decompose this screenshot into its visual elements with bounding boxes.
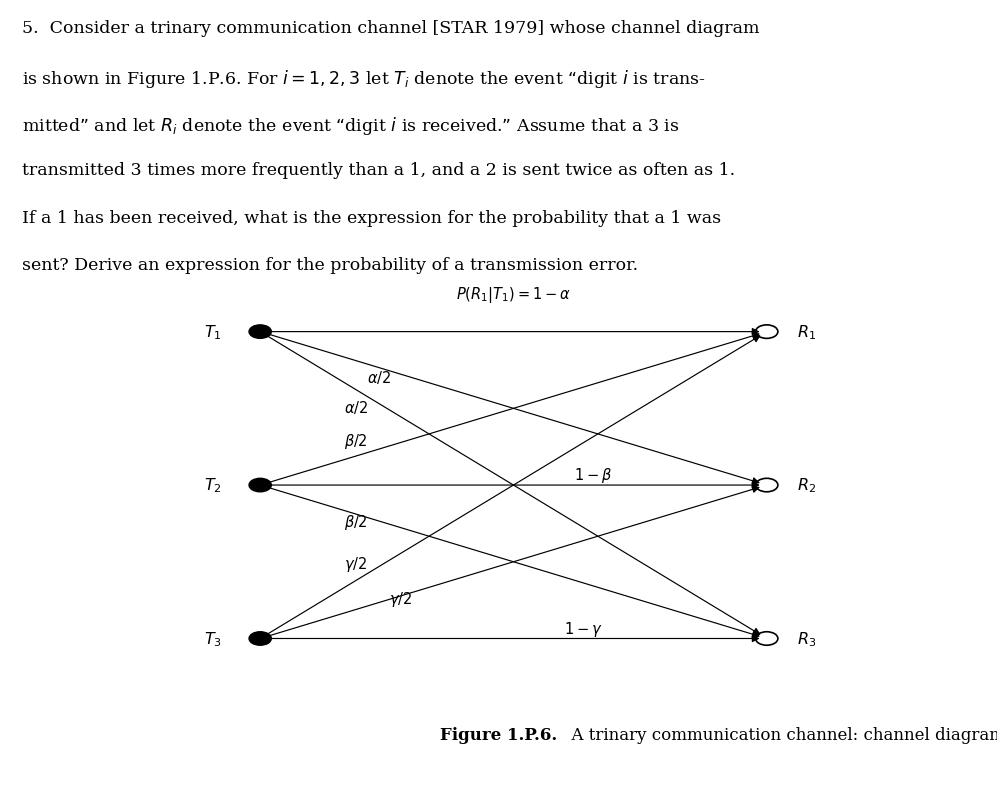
Text: $1-\gamma$: $1-\gamma$ (564, 619, 602, 638)
Text: $\beta/2$: $\beta/2$ (344, 431, 368, 450)
Text: 5.  Consider a trinary communication channel [STAR 1979] whose channel diagram: 5. Consider a trinary communication chan… (22, 20, 760, 37)
Text: $R_2$: $R_2$ (798, 476, 817, 495)
Circle shape (249, 632, 271, 646)
Text: $\alpha/2$: $\alpha/2$ (367, 368, 391, 385)
Text: is shown in Figure 1.P.6. For $i = 1, 2, 3$ let $T_i$ denote the event “digit $i: is shown in Figure 1.P.6. For $i = 1, 2,… (22, 67, 706, 89)
Text: $T_1$: $T_1$ (204, 323, 222, 341)
Text: $T_2$: $T_2$ (204, 476, 222, 495)
Text: $\gamma/2$: $\gamma/2$ (344, 554, 367, 573)
Text: $P(R_1|T_1) =1-\alpha$: $P(R_1|T_1) =1-\alpha$ (456, 284, 571, 304)
Text: mitted” and let $R_i$ denote the event “digit $i$ is received.” Assume that a 3 : mitted” and let $R_i$ denote the event “… (22, 115, 679, 137)
Text: $R_1$: $R_1$ (798, 323, 817, 341)
Text: $\alpha/2$: $\alpha/2$ (344, 399, 368, 416)
Text: sent? Derive an expression for the probability of a transmission error.: sent? Derive an expression for the proba… (22, 257, 638, 274)
Text: $R_3$: $R_3$ (798, 630, 817, 648)
Text: $T_3$: $T_3$ (204, 630, 222, 648)
Text: transmitted 3 times more frequently than a 1, and a 2 is sent twice as often as : transmitted 3 times more frequently than… (22, 162, 735, 179)
Circle shape (249, 479, 271, 492)
Text: $\gamma/2$: $\gamma/2$ (390, 589, 413, 609)
Text: $\beta/2$: $\beta/2$ (344, 513, 368, 532)
Text: A trinary communication channel: channel diagram: A trinary communication channel: channel… (561, 726, 997, 744)
Circle shape (249, 325, 271, 339)
Text: $1-\beta$: $1-\beta$ (574, 465, 612, 484)
Text: Figure 1.P.6.: Figure 1.P.6. (440, 726, 557, 744)
Text: If a 1 has been received, what is the expression for the probability that a 1 wa: If a 1 has been received, what is the ex… (22, 210, 721, 226)
